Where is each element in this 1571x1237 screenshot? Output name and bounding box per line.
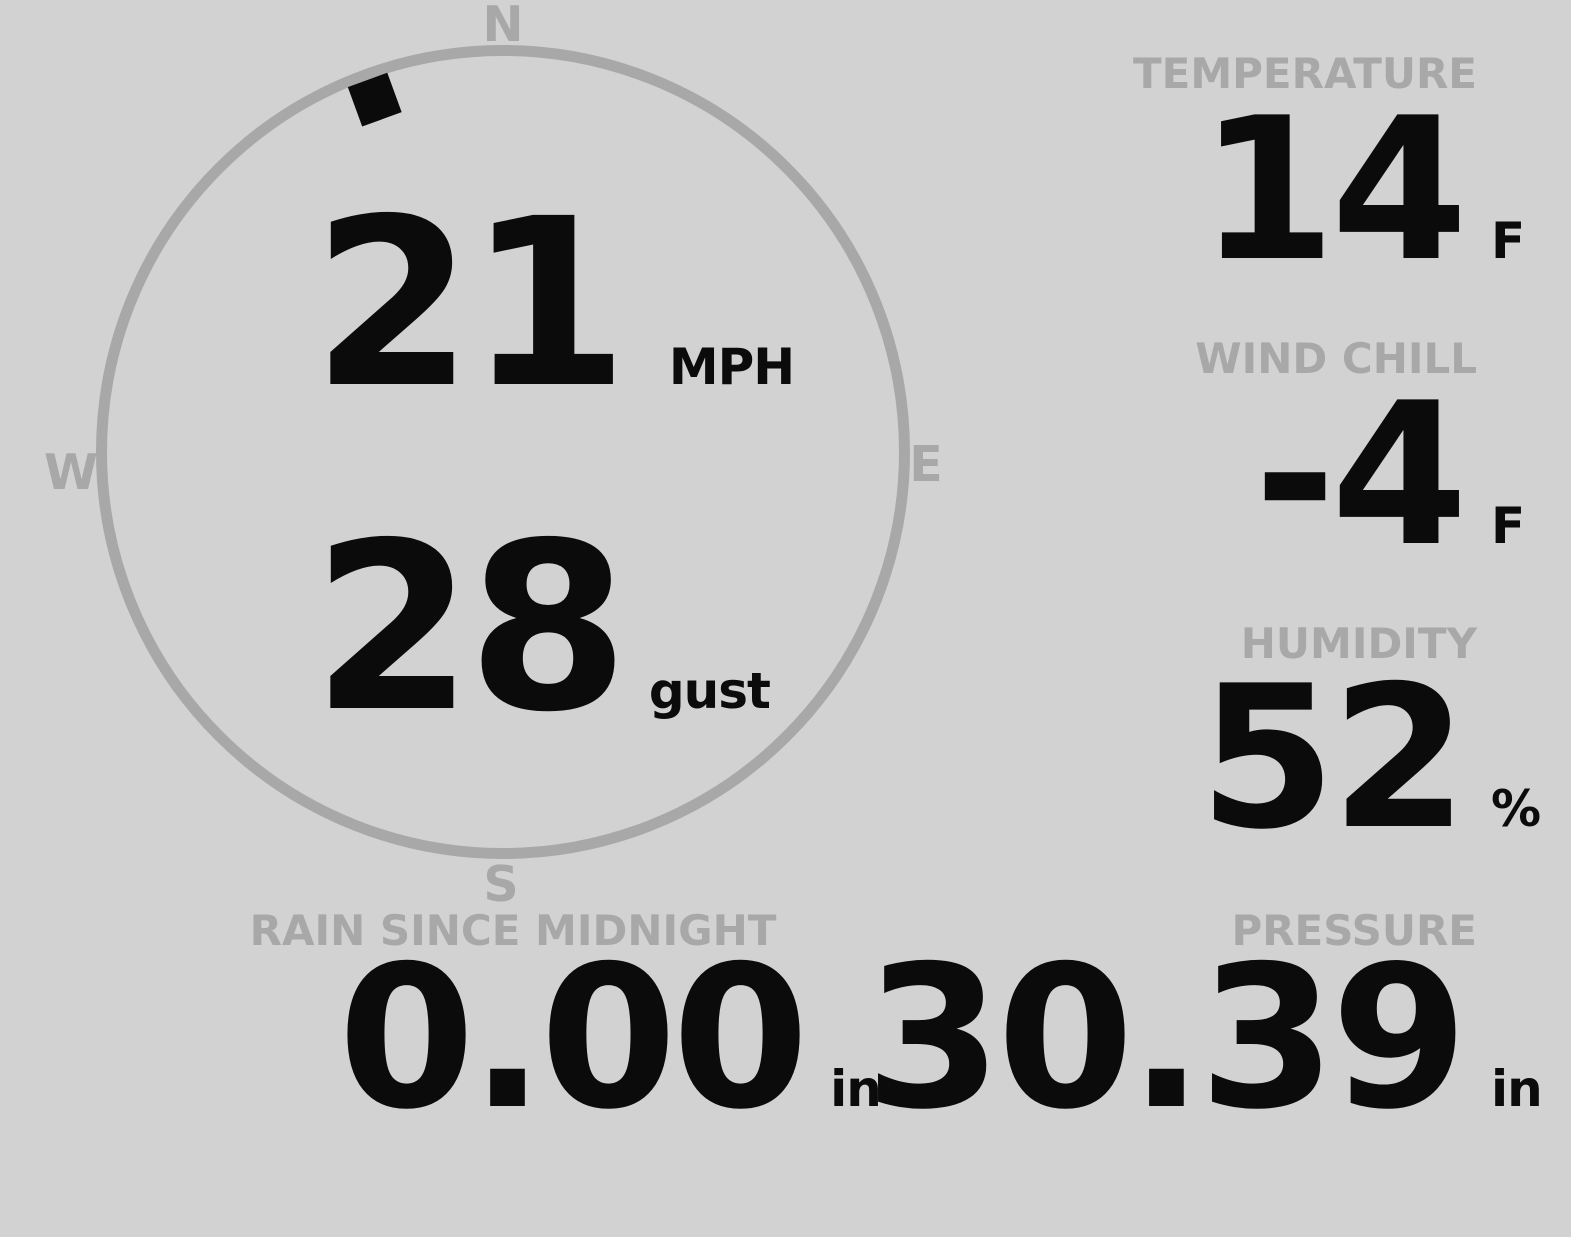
wind-chill-value: -4 xyxy=(1254,361,1468,590)
compass-ring xyxy=(96,45,910,859)
compass-east-label: E xyxy=(909,436,943,493)
compass-south-label: S xyxy=(483,856,519,913)
wind-speed-unit: MPH xyxy=(668,338,795,396)
rain-since-midnight-reading: 0.00 in xyxy=(338,924,882,1153)
wind-gust: 28 gust xyxy=(312,493,771,763)
wind-chill-unit: F xyxy=(1491,497,1525,555)
wind-chill-label: WIND CHILL xyxy=(1195,334,1477,383)
humidity-reading: 52 % xyxy=(1199,660,1571,857)
wind-speed: 21 MPH xyxy=(312,169,795,439)
pressure-unit: in xyxy=(1491,1060,1543,1118)
wind-chill-reading: -4 F xyxy=(1254,377,1571,574)
temperature-unit: F xyxy=(1491,212,1525,270)
humidity-label: HUMIDITY xyxy=(1240,619,1477,668)
pressure-value: 30.39 xyxy=(864,924,1468,1153)
temperature-reading: 14 F xyxy=(1199,92,1571,289)
wind-speed-value: 21 xyxy=(312,169,629,439)
temperature-value: 14 xyxy=(1198,76,1468,305)
pressure-label: PRESSURE xyxy=(1231,906,1477,955)
rain-since-midnight-unit: in xyxy=(830,1060,882,1118)
humidity-unit: % xyxy=(1491,780,1541,838)
rain-since-midnight-value: 0.00 xyxy=(338,924,809,1153)
wind-gust-value: 28 xyxy=(312,493,629,763)
pressure-reading: 30.39 in xyxy=(865,940,1571,1137)
rain-since-midnight-label: RAIN SINCE MIDNIGHT xyxy=(249,906,777,955)
wind-gust-unit: gust xyxy=(648,662,771,720)
temperature-label: TEMPERATURE xyxy=(1133,49,1477,98)
compass-north-label: N xyxy=(482,0,524,53)
compass-west-label: W xyxy=(43,444,99,501)
humidity-value: 52 xyxy=(1198,644,1468,873)
